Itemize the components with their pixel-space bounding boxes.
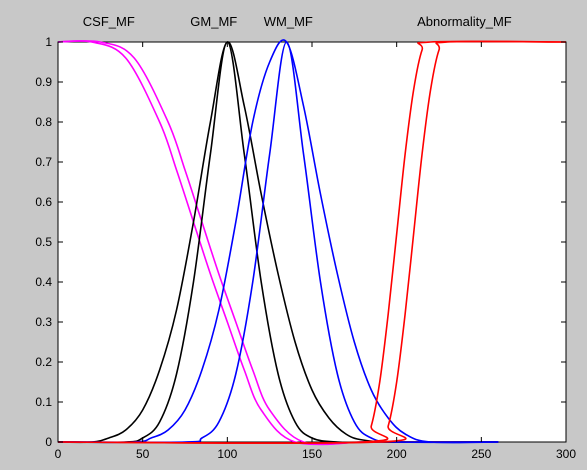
series-gm-mf-3 xyxy=(57,41,499,444)
mf-label-csf-mf: CSF_MF xyxy=(83,14,135,29)
series-wm-mf-5 xyxy=(57,39,499,444)
y-tick-label: 0.5 xyxy=(35,235,52,249)
mf-label-gm-mf: GM_MF xyxy=(190,14,237,29)
series-group xyxy=(57,39,567,446)
x-tick-label: 100 xyxy=(217,447,237,461)
x-tick-label: 0 xyxy=(55,447,62,461)
y-tick-label: 0 xyxy=(45,435,52,449)
y-tick-label: 0.9 xyxy=(35,75,52,89)
y-tick-label: 0.1 xyxy=(35,395,52,409)
mf-label-abnormality-mf: Abnormality_MF xyxy=(417,14,512,29)
x-tick-label: 200 xyxy=(387,447,407,461)
x-tick-label: 300 xyxy=(556,447,576,461)
y-tick-label: 0.2 xyxy=(35,355,52,369)
x-tick-label: 250 xyxy=(471,447,491,461)
axis-ticks: 0 50 100 150 200 250 300 0 0.1 0.2 0.3 0.4 0.5 0.6 0.7… xyxy=(35,35,576,461)
y-tick-label: 0.8 xyxy=(35,115,52,129)
y-tick-label: 0.3 xyxy=(35,315,52,329)
y-tick-label: 0.4 xyxy=(35,275,52,289)
mf-label-wm-mf: WM_MF xyxy=(264,14,313,29)
series-gm-mf-2 xyxy=(57,41,499,444)
x-tick-label: 50 xyxy=(136,447,150,461)
mf-labels: CSF_MF GM_MF WM_MF Abnormality_MF xyxy=(83,14,512,29)
series-abnormality-mf-7 xyxy=(57,40,567,444)
y-tick-label: 1 xyxy=(45,35,52,49)
plot-area xyxy=(57,41,567,443)
y-tick-label: 0.6 xyxy=(35,195,52,209)
y-tick-label: 0.7 xyxy=(35,155,52,169)
x-tick-label: 150 xyxy=(302,447,322,461)
